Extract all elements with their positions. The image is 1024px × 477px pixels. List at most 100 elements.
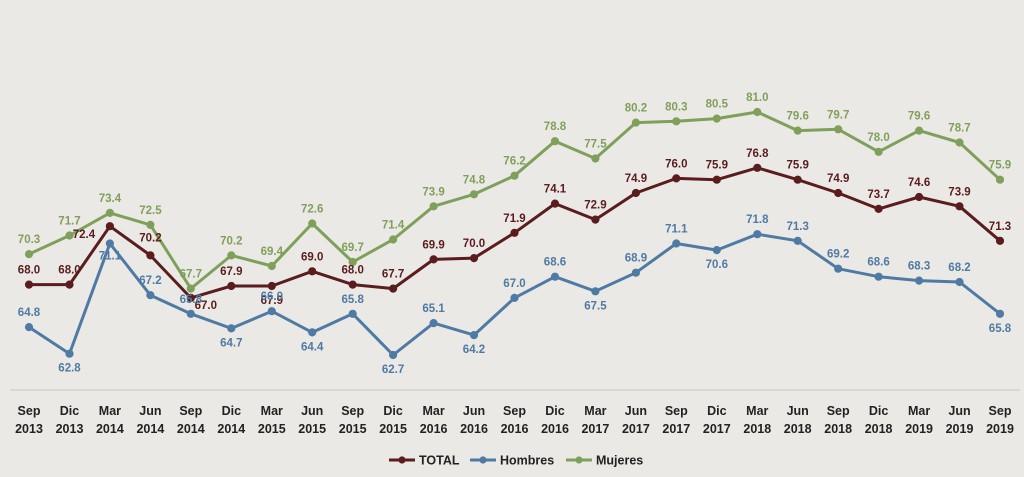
data-label-total: 69.9 [422, 239, 444, 251]
x-tick-label-month: Jun [625, 404, 647, 418]
data-point-hombres [510, 293, 519, 302]
data-point-total [631, 188, 641, 198]
data-label-total: 68.0 [58, 265, 80, 277]
data-point-total [105, 222, 115, 231]
data-point-mujeres [186, 284, 195, 293]
data-label-hombres: 62.7 [382, 364, 404, 376]
data-label-mujeres: 78.0 [867, 132, 889, 144]
data-point-hombres [672, 239, 681, 248]
data-point-total [874, 204, 883, 213]
data-point-mujeres [712, 114, 721, 123]
data-point-hombres [24, 323, 34, 332]
x-tick-label-year: 2015 [258, 422, 286, 436]
x-tick-label-year: 2018 [743, 422, 771, 436]
x-tick-label-year: 2016 [541, 422, 569, 436]
legend-item-total: TOTAL [389, 454, 460, 468]
data-label-total: 75.9 [706, 160, 728, 172]
x-tick-label-year: 2017 [581, 422, 609, 436]
data-label-mujeres: 76.2 [503, 156, 525, 168]
x-tick-label-month: Sep [18, 404, 41, 418]
x-tick-label-month: Dic [60, 404, 80, 418]
data-label-total: 68.0 [18, 265, 40, 277]
data-point-total [550, 199, 560, 208]
x-tick-label-month: Dic [545, 404, 565, 418]
data-label-hombres: 70.6 [706, 259, 728, 271]
data-label-total: 70.2 [139, 232, 161, 244]
data-label-mujeres: 70.3 [18, 234, 40, 246]
legend-label: Hombres [500, 454, 554, 468]
x-tick-label-month: Sep [665, 404, 688, 418]
data-point-mujeres [753, 107, 762, 117]
data-point-mujeres [793, 126, 802, 135]
x-tick-label-year: 2016 [460, 422, 488, 436]
data-label-mujeres: 74.8 [463, 174, 486, 186]
x-ticks-layer: Sep 2013 Dic 2013 Mar 2014 Jun 2014 Sep 2014 Dic 20… [15, 404, 1014, 436]
x-tick-label-year: 2015 [379, 422, 407, 436]
data-label-hombres: 67.2 [139, 275, 161, 287]
data-point-mujeres [631, 118, 641, 127]
data-point-mujeres [308, 219, 317, 228]
x-tick-label-year: 2019 [905, 422, 933, 436]
data-point-hombres [793, 236, 802, 245]
data-label-mujeres: 79.6 [787, 111, 809, 123]
data-point-total [146, 251, 155, 260]
data-point-hombres [146, 291, 155, 300]
x-tick-label-year: 2014 [96, 422, 124, 436]
x-tick-label-year: 2019 [946, 422, 974, 436]
data-point-hombres [995, 309, 1005, 318]
data-label-hombres: 68.6 [544, 257, 566, 269]
data-point-hombres [227, 324, 236, 333]
data-point-total [227, 281, 236, 291]
data-point-total [469, 254, 479, 263]
data-label-total: 67.0 [195, 300, 217, 312]
data-label-hombres: 68.6 [867, 257, 889, 269]
data-point-hombres [469, 331, 479, 340]
data-label-total: 67.9 [261, 295, 283, 307]
x-tick-label-year: 2018 [784, 422, 812, 436]
data-point-total [389, 284, 398, 293]
data-point-mujeres [672, 117, 681, 126]
x-tick-label-year: 2016 [501, 422, 529, 436]
data-point-hombres [753, 230, 762, 239]
x-tick-label-year: 2017 [703, 422, 731, 436]
x-tick-label-year: 2017 [622, 422, 650, 436]
data-label-total: 69.0 [301, 251, 323, 263]
data-label-hombres: 69.2 [827, 249, 849, 261]
legend-item-mujeres: Mujeres [566, 454, 643, 468]
data-label-hombres: 71.1 [99, 251, 122, 263]
data-label-mujeres: 69.4 [261, 246, 284, 258]
data-label-mujeres: 70.2 [220, 235, 242, 247]
data-point-hombres [955, 277, 964, 287]
x-tick-label-year: 2019 [986, 422, 1014, 436]
data-label-total: 74.9 [625, 173, 647, 185]
data-label-total: 70.0 [463, 238, 485, 250]
data-point-total [793, 175, 802, 184]
data-point-mujeres [429, 202, 438, 211]
data-point-hombres [308, 328, 317, 337]
data-point-hombres [389, 350, 398, 360]
legend: TOTAL Hombres Mujeres [389, 454, 643, 468]
data-point-total [834, 188, 843, 198]
x-tick-label-month: Sep [341, 404, 364, 418]
data-label-mujeres: 73.9 [422, 186, 444, 198]
x-tick-label-month: Sep [827, 404, 850, 418]
data-point-hombres [105, 239, 115, 248]
data-label-hombres: 68.3 [908, 261, 930, 273]
data-label-hombres: 65.8 [342, 294, 365, 306]
x-tick-label-year: 2018 [865, 422, 893, 436]
data-point-hombres [834, 264, 843, 273]
x-tick-label-month: Mar [422, 404, 444, 418]
legend-swatch-marker [575, 456, 583, 464]
data-point-mujeres [146, 220, 155, 229]
data-point-mujeres [105, 208, 115, 217]
legend-label: TOTAL [419, 454, 460, 468]
x-tick-label-month: Jun [787, 404, 809, 418]
x-tick-label-year: 2014 [177, 422, 205, 436]
data-point-hombres [591, 287, 600, 296]
x-tick-label-month: Mar [99, 404, 121, 418]
data-point-total [995, 236, 1005, 245]
data-point-hombres [550, 272, 560, 281]
data-label-mujeres: 80.2 [625, 103, 647, 115]
